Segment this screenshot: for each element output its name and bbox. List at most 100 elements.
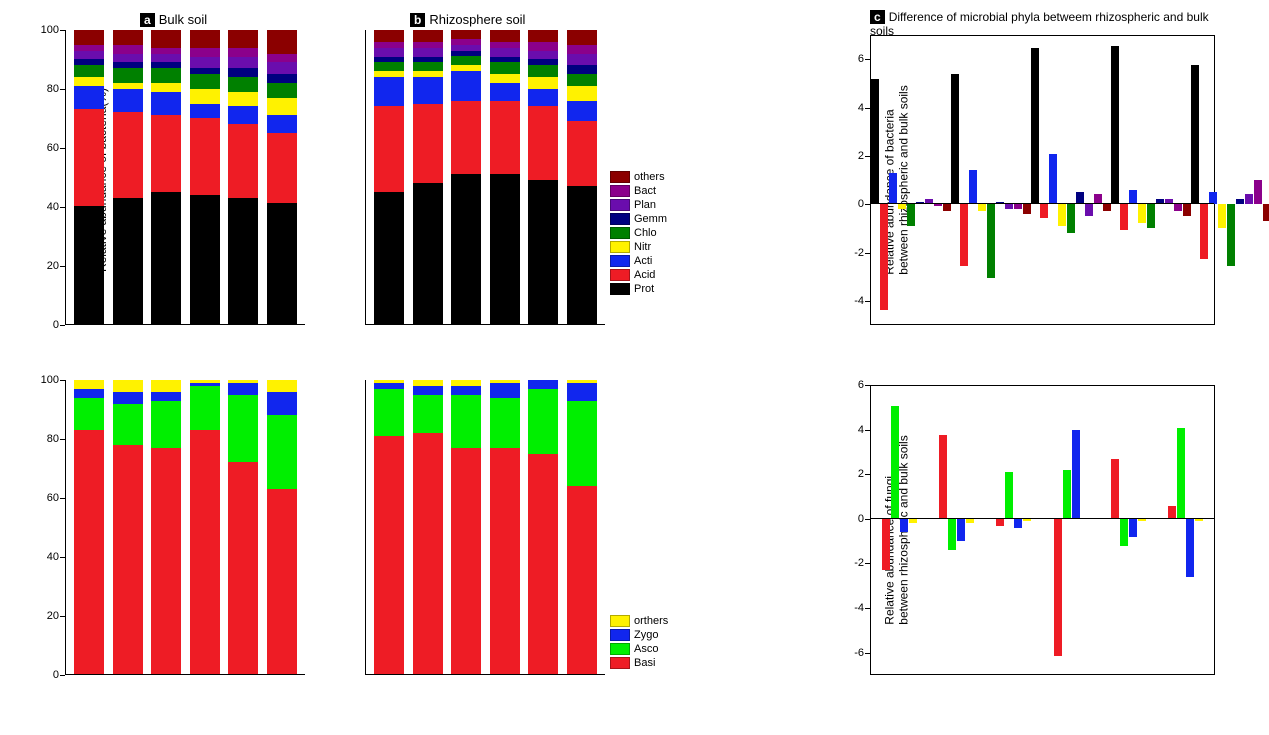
diff-bar-Chlo — [987, 36, 995, 324]
segment-Prot — [490, 174, 520, 324]
segment-Acid — [113, 112, 143, 197]
diff-bar-Plan — [1165, 36, 1173, 324]
diff-bar-others_b — [1263, 36, 1269, 324]
diff-bar-Bact — [934, 36, 942, 324]
segment-Acid — [413, 104, 443, 183]
diff-bar-Zygo — [1186, 386, 1194, 674]
chart-b2 — [365, 380, 605, 675]
segment-Prot — [451, 174, 481, 324]
segment-Asco — [190, 386, 220, 430]
segment-others_b — [490, 30, 520, 42]
segment-Acti — [490, 83, 520, 101]
diff-bar-Chlo — [1147, 36, 1155, 324]
panel-a2: Relative abundance of fungi (%) 02040608… — [10, 360, 310, 700]
segment-Basi — [113, 445, 143, 674]
letter-a: a — [140, 13, 155, 27]
legend-swatch — [610, 171, 630, 183]
segment-Zygo — [490, 383, 520, 398]
segment-Chlo — [267, 83, 297, 98]
y-tick-label: 20 — [47, 260, 59, 272]
y-tick-label: 40 — [47, 551, 59, 563]
segment-Prot — [267, 203, 297, 324]
segment-Zygo — [528, 380, 558, 389]
diff-bar-Prot — [1031, 36, 1039, 324]
segment-Acti — [74, 86, 104, 110]
segment-Gemm — [228, 68, 258, 77]
segment-others_b — [267, 30, 297, 54]
segment-Asco — [528, 389, 558, 454]
segment-Zygo — [267, 392, 297, 416]
legend-item: Nitr — [610, 240, 667, 254]
segment-Zygo — [228, 383, 258, 395]
legend-swatch — [610, 283, 630, 295]
stacked-bar — [151, 380, 181, 674]
diff-bar-others_f — [1023, 386, 1031, 674]
diff-bar-Plan — [1245, 36, 1253, 324]
y-tick-label: -2 — [854, 247, 864, 259]
segment-others_b — [74, 30, 104, 45]
legend-label: orthers — [634, 614, 668, 628]
segment-Prot — [190, 195, 220, 324]
panel-a: Relative abundance of bacteria(%) aBulk … — [10, 10, 310, 350]
legend-bacteria-panel: othersBactPlanGemmChloNitrActiAcidProt — [610, 10, 690, 350]
diff-bar-Basi — [1168, 386, 1176, 674]
y-tick-label: 4 — [858, 102, 864, 114]
segment-Chlo — [451, 56, 481, 65]
segment-Chlo — [113, 68, 143, 83]
legend-swatch — [610, 255, 630, 267]
diff-bar-Nitr — [1058, 36, 1066, 324]
segment-Acid — [490, 101, 520, 175]
y-tick-label: -2 — [854, 557, 864, 569]
letter-b: b — [410, 13, 425, 27]
segment-Basi — [567, 486, 597, 674]
diff-group — [871, 36, 951, 324]
stacked-bar — [413, 30, 443, 324]
stacked-bar — [74, 30, 104, 324]
diff-bar-Acid — [960, 36, 968, 324]
diff-bar-Prot — [1111, 36, 1119, 324]
legend-swatch — [610, 629, 630, 641]
diff-bar-Basi — [1054, 386, 1062, 674]
panel-c2: Relative abundance of fungi between rhiz… — [810, 360, 1230, 700]
segment-Acid — [374, 106, 404, 191]
segment-Prot — [113, 198, 143, 324]
segment-Gemm — [267, 74, 297, 83]
title-a: aBulk soil — [140, 12, 207, 27]
diff-bar-Acid — [1120, 36, 1128, 324]
segment-Basi — [74, 430, 104, 674]
segment-Plan — [228, 57, 258, 69]
stacked-bar — [267, 30, 297, 324]
segment-Basi — [374, 436, 404, 674]
y-tick-label: -6 — [854, 647, 864, 659]
stacked-bar — [567, 30, 597, 324]
legend-swatch — [610, 643, 630, 655]
segment-Asco — [413, 395, 443, 433]
segment-Asco — [267, 415, 297, 489]
segment-others_b — [413, 30, 443, 42]
segment-Zygo — [567, 383, 597, 401]
diff-bar-Asco — [1177, 386, 1185, 674]
stacked-bar — [113, 30, 143, 324]
stacked-bar — [374, 30, 404, 324]
segment-Chlo — [490, 62, 520, 74]
legend-swatch — [610, 615, 630, 627]
segment-Plan — [74, 51, 104, 60]
panel-b2 — [310, 360, 610, 700]
segment-Plan — [567, 54, 597, 66]
y-tick-label: 100 — [41, 374, 59, 386]
segment-Acti — [267, 115, 297, 133]
legend-swatch — [610, 199, 630, 211]
segment-Basi — [451, 448, 481, 674]
diff-group — [928, 386, 985, 674]
diff-bar-Nitr — [1138, 36, 1146, 324]
diff-group — [1031, 36, 1111, 324]
diff-bar-Acti — [889, 36, 897, 324]
segment-Acid — [528, 106, 558, 180]
diff-bar-Asco — [1120, 386, 1128, 674]
legend-swatch — [610, 227, 630, 239]
legend-item: Plan — [610, 198, 667, 212]
segment-Plan — [151, 54, 181, 63]
y-tick-label: 0 — [858, 513, 864, 525]
legend-item: Basi — [610, 656, 668, 670]
diff-bar-Zygo — [1072, 386, 1080, 674]
